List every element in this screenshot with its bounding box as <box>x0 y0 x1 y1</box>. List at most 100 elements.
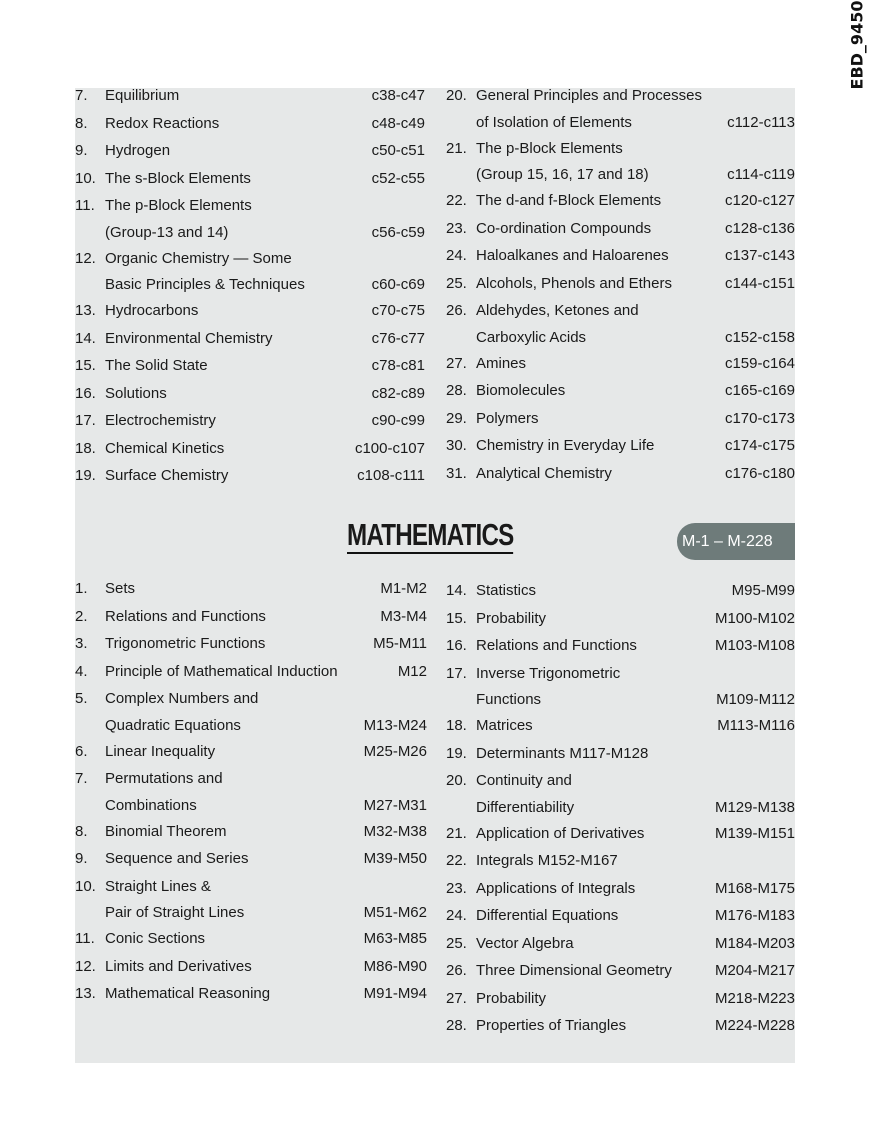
toc-line: 26. Three Dimensional Geometry M204-M217 <box>446 957 795 985</box>
toc-entry[interactable]: 28. Properties of Triangles M224-M228 <box>446 1012 795 1040</box>
toc-line: 17. Inverse Trigonometric <box>446 660 795 688</box>
toc-entry[interactable]: 19. Determinants M117-M128 <box>446 740 795 768</box>
toc-line: 7. Permutations and <box>75 765 427 793</box>
entry-title: Differential Equations <box>476 907 619 924</box>
entry-pages: c120-c127 <box>724 192 795 209</box>
entry-title: Alcohols, Phenols and Ethers <box>476 274 672 292</box>
toc-line: 13. Mathematical Reasoning M91-M94 <box>75 980 427 1008</box>
entry-number: 23. <box>446 219 467 237</box>
toc-entry[interactable]: 8. Binomial Theorem M32-M38 <box>75 818 427 846</box>
toc-entry[interactable]: 12. Organic Chemistry — Some Basic Princip… <box>75 245 425 298</box>
entry-pages: M13-M24 <box>363 716 427 734</box>
toc-entry[interactable]: 22. The d-and f-Block Elements c120-c127 <box>446 187 795 215</box>
toc-entry[interactable]: 13. Hydrocarbons c70-c75 <box>75 297 425 325</box>
toc-line: 26. Aldehydes, Ketones and <box>446 297 795 325</box>
toc-entry[interactable]: 23. Co-ordination Compounds c128-c136 <box>446 215 795 243</box>
entry-pages: c38-c47 <box>371 87 425 104</box>
entry-pages: c159-c164 <box>724 354 795 372</box>
toc-entry[interactable]: 23. Applications of Integrals M168-M175 <box>446 875 795 903</box>
toc-entry[interactable]: 30. Chemistry in Everyday Life c174-c175 <box>446 432 795 460</box>
toc-entry[interactable]: 7. Equilibrium c38-c47 <box>75 82 425 110</box>
toc-entry[interactable]: 21. The p-Block Elements (Group 15, 16, 17… <box>446 135 795 188</box>
entry-title: Surface Chemistry <box>105 467 229 484</box>
toc-entry[interactable]: 24. Differential Equations M176-M183 <box>446 902 795 930</box>
entry-number: 13. <box>75 302 96 319</box>
toc-line: 10. The s-Block Elements c52-c55 <box>75 165 425 193</box>
entry-title: (Group 15, 16, 17 and 18) <box>476 166 649 183</box>
toc-entry[interactable]: 15. Probability M100-M102 <box>446 605 795 633</box>
toc-entry[interactable]: 28. Biomolecules c165-c169 <box>446 377 795 405</box>
toc-entry[interactable]: 5. Complex Numbers and Quadratic Equations… <box>75 685 427 738</box>
entry-pages: M168-M175 <box>714 879 795 897</box>
entry-number: 30. <box>446 437 467 454</box>
entry-number: 6. <box>75 742 88 760</box>
entry-title: Functions <box>476 691 542 708</box>
toc-line: 25. Vector Algebra M184-M203 <box>446 930 795 958</box>
entry-title: Complex Numbers and <box>105 690 259 707</box>
entry-number: 22. <box>446 192 467 209</box>
toc-entry[interactable]: 19. Surface Chemistry c108-c111 <box>75 462 425 490</box>
toc-entry[interactable]: 10. The s-Block Elements c52-c55 <box>75 165 425 193</box>
toc-entry[interactable]: 21. Application of Derivatives M139-M151 <box>446 820 795 848</box>
entry-title: Sequence and Series <box>105 850 249 867</box>
entry-number: 28. <box>446 1017 467 1034</box>
entry-pages: c56-c59 <box>371 223 425 241</box>
toc-entry[interactable]: 18. Matrices M113-M116 <box>446 712 795 740</box>
toc-line: 8. Binomial Theorem M32-M38 <box>75 818 427 846</box>
toc-entry[interactable]: 9. Sequence and Series M39-M50 <box>75 845 427 873</box>
entry-title: The p-Block Elements <box>476 139 623 157</box>
toc-entry[interactable]: 26. Three Dimensional Geometry M204-M217 <box>446 957 795 985</box>
toc-entry[interactable]: 2. Relations and Functions M3-M4 <box>75 603 427 631</box>
toc-entry[interactable]: 20. General Principles and Processes of Is… <box>446 82 795 135</box>
toc-entry[interactable]: 15. The Solid State c78-c81 <box>75 352 425 380</box>
toc-entry[interactable]: 27. Amines c159-c164 <box>446 350 795 378</box>
toc-entry[interactable]: 24. Haloalkanes and Haloarenes c137-c143 <box>446 242 795 270</box>
entry-pages: c176-c180 <box>724 464 795 482</box>
toc-entry[interactable]: 6. Linear Inequality M25-M26 <box>75 738 427 766</box>
toc-entry[interactable]: 10. Straight Lines & Pair of Straight Line… <box>75 873 427 926</box>
entry-title: Binomial Theorem <box>105 822 227 840</box>
toc-entry[interactable]: 20. Continuity and Differentiability M129-M… <box>446 767 795 820</box>
toc-entry[interactable]: 11. Conic Sections M63-M85 <box>75 925 427 953</box>
toc-entry[interactable]: 12. Limits and Derivatives M86-M90 <box>75 953 427 981</box>
toc-entry[interactable]: 13. Mathematical Reasoning M91-M94 <box>75 980 427 1008</box>
toc-entry[interactable]: 16. Relations and Functions M103-M108 <box>446 632 795 660</box>
entry-pages: c60-c69 <box>371 276 425 293</box>
toc-entry[interactable]: 25. Vector Algebra M184-M203 <box>446 930 795 958</box>
entry-pages: M32-M38 <box>363 822 427 840</box>
toc-entry[interactable]: 14. Environmental Chemistry c76-c77 <box>75 325 425 353</box>
entry-number: 20. <box>446 87 467 104</box>
toc-entry[interactable]: 18. Chemical Kinetics c100-c107 <box>75 435 425 463</box>
toc-entry[interactable]: 9. Hydrogen c50-c51 <box>75 137 425 165</box>
entry-number: 24. <box>446 247 467 264</box>
toc-entry[interactable]: 22. Integrals M152-M167 <box>446 847 795 875</box>
entry-pages: M3-M4 <box>380 607 427 625</box>
toc-entry[interactable]: 29. Polymers c170-c173 <box>446 405 795 433</box>
toc-entry[interactable]: 17. Electrochemistry c90-c99 <box>75 407 425 435</box>
toc-entry[interactable]: 1. Sets M1-M2 <box>75 575 427 603</box>
entry-title: Properties of Triangles <box>476 1017 627 1034</box>
entry-number: 22. <box>446 852 467 869</box>
toc-entry[interactable]: 17. Inverse Trigonometric Functions M109-M1… <box>446 660 795 713</box>
toc-entry[interactable]: 8. Redox Reactions c48-c49 <box>75 110 425 138</box>
toc-entry[interactable]: 25. Alcohols, Phenols and Ethers c144-c151 <box>446 270 795 298</box>
toc-entry[interactable]: 3. Trigonometric Functions M5-M11 <box>75 630 427 658</box>
toc-line: 2. Relations and Functions M3-M4 <box>75 603 427 631</box>
entry-title: Differentiability <box>476 798 575 816</box>
toc-line: 29. Polymers c170-c173 <box>446 405 795 433</box>
entry-number: 5. <box>75 690 88 707</box>
entry-title: Analytical Chemistry <box>476 464 612 482</box>
toc-line: (Group 15, 16, 17 and 18) c114-c119 <box>446 162 795 187</box>
entry-title: (Group-13 and 14) <box>105 223 229 241</box>
toc-entry[interactable]: 14. Statistics M95-M99 <box>446 577 795 605</box>
toc-entry[interactable]: 31. Analytical Chemistry c176-c180 <box>446 460 795 488</box>
toc-line: 19. Determinants M117-M128 <box>446 740 795 768</box>
toc-entry[interactable]: 11. The p-Block Elements (Group-13 and 14)… <box>75 192 425 245</box>
toc-entry[interactable]: 27. Probability M218-M223 <box>446 985 795 1013</box>
toc-entry[interactable]: 26. Aldehydes, Ketones and Carboxylic Acid… <box>446 297 795 350</box>
toc-entry[interactable]: 16. Solutions c82-c89 <box>75 380 425 408</box>
toc-entry[interactable]: 7. Permutations and Combinations M27-M31 <box>75 765 427 818</box>
entry-pages: M1-M2 <box>380 580 427 597</box>
toc-entry[interactable]: 4. Principle of Mathematical Induction M12 <box>75 658 427 686</box>
